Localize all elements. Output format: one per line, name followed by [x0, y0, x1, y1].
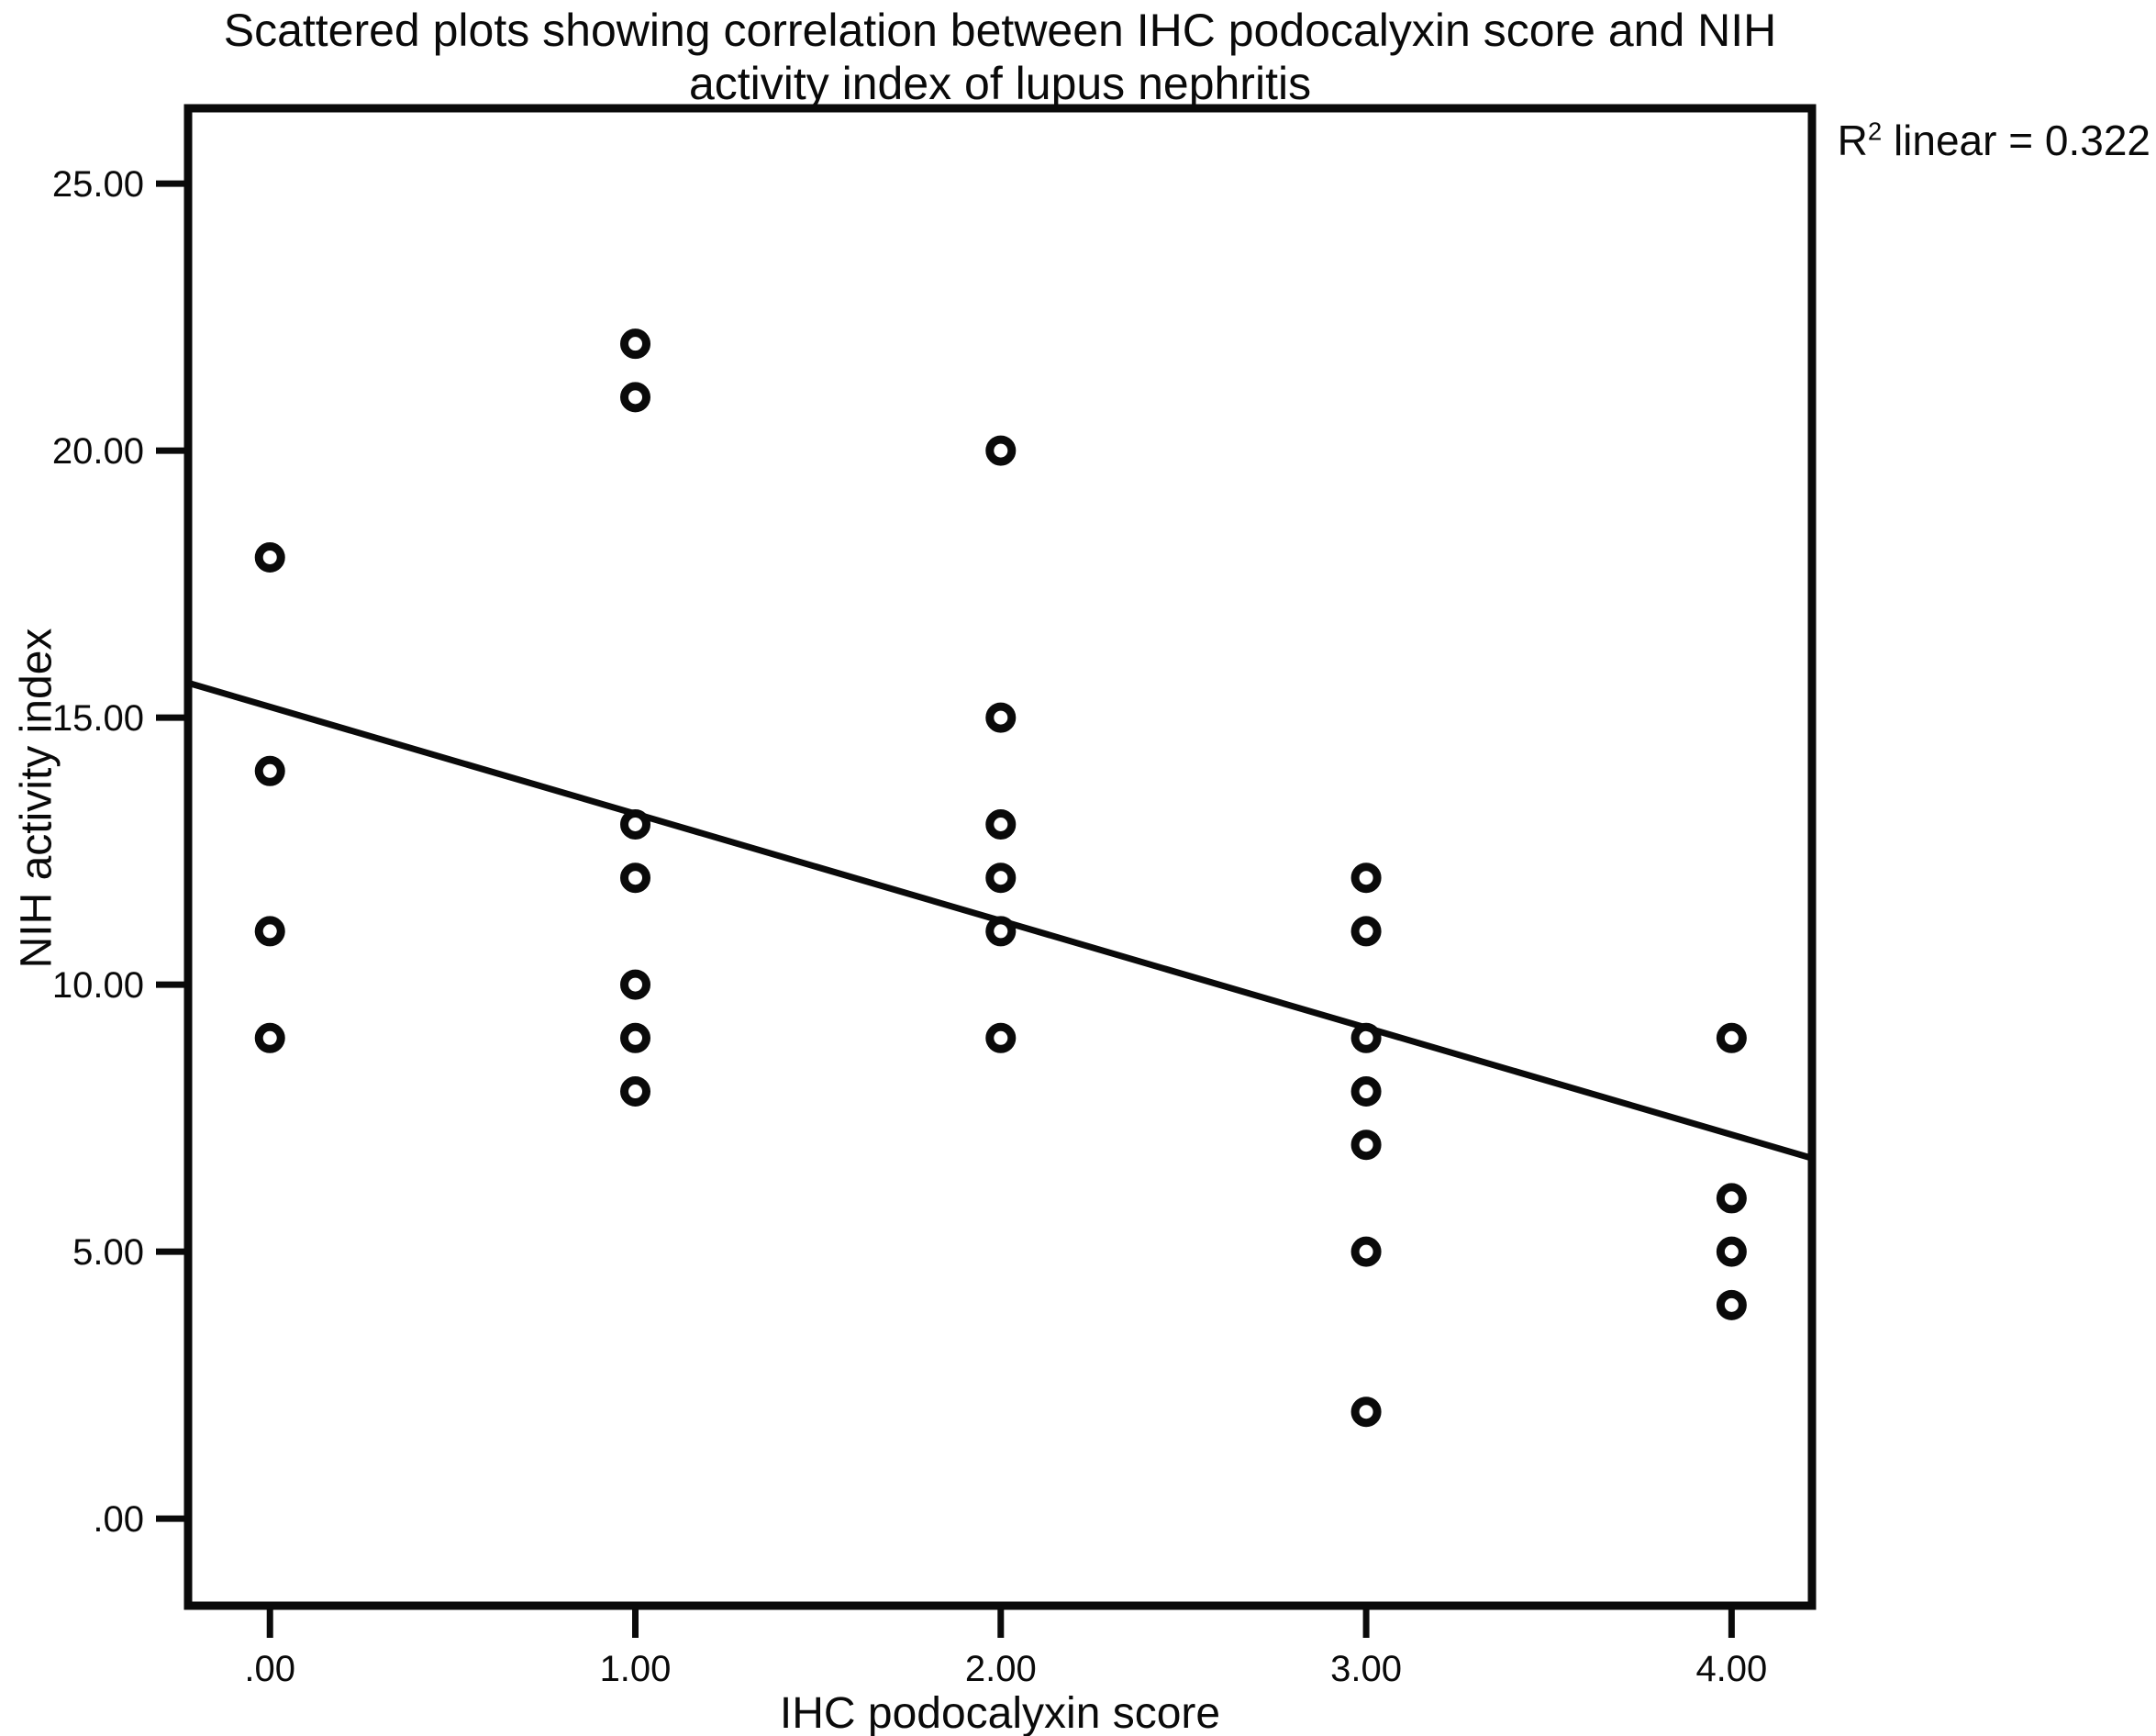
data-point [620, 1022, 651, 1053]
data-point [1350, 916, 1382, 947]
x-tick-label: 3.00 [1330, 1649, 1402, 1689]
data-point [1716, 1183, 1747, 1214]
data-point [254, 755, 285, 786]
x-tick-label: 4.00 [1695, 1649, 1767, 1689]
r-squared-base: R [1837, 117, 1868, 164]
data-point [985, 808, 1017, 840]
data-point [620, 382, 651, 413]
data-point [1350, 1022, 1382, 1053]
y-tick-label: 10.00 [52, 965, 144, 1006]
data-point [254, 541, 285, 573]
plot-border [183, 104, 1817, 1610]
data-point [1716, 1022, 1747, 1053]
data-point [985, 435, 1017, 466]
data-point [254, 1022, 285, 1053]
y-tick-label: 5.00 [72, 1232, 144, 1273]
data-point [1350, 1076, 1382, 1107]
data-point [620, 328, 651, 360]
data-point [985, 1022, 1017, 1053]
chart-title-line2: activity index of lupus nephritis [688, 58, 1312, 109]
y-axis-title: NIH activity index [12, 628, 61, 969]
data-point [1716, 1289, 1747, 1320]
data-point [1350, 1130, 1382, 1161]
data-point [985, 916, 1017, 947]
data-point [1716, 1236, 1747, 1267]
data-point [620, 969, 651, 1000]
data-point [620, 808, 651, 840]
r-squared-rest: linear = 0.322 [1882, 117, 2150, 164]
data-point [620, 862, 651, 894]
data-point [1350, 1397, 1382, 1428]
x-tick-label: 2.00 [965, 1649, 1037, 1689]
y-tick-label: 20.00 [52, 431, 144, 472]
x-axis-title: IHC podocalyxin score [779, 1689, 1221, 1736]
data-point [620, 1076, 651, 1107]
chart-title-line1: Scattered plots showing correlation betw… [223, 5, 1777, 56]
data-point [1350, 1236, 1382, 1267]
data-point [985, 702, 1017, 733]
data-point [254, 916, 285, 947]
r-squared-annotation: R2 linear = 0.322 [1838, 116, 2150, 165]
data-point [1350, 862, 1382, 894]
data-point [985, 862, 1017, 894]
chart-title: Scattered plots showing correlation betw… [188, 4, 1812, 110]
y-tick-label: 25.00 [52, 164, 144, 205]
y-tick-label: 15.00 [52, 698, 144, 739]
r-squared-exponent: 2 [1867, 117, 1883, 146]
x-tick-label: .00 [244, 1649, 295, 1689]
y-tick-label: .00 [93, 1499, 144, 1540]
x-tick-label: 1.00 [600, 1649, 672, 1689]
